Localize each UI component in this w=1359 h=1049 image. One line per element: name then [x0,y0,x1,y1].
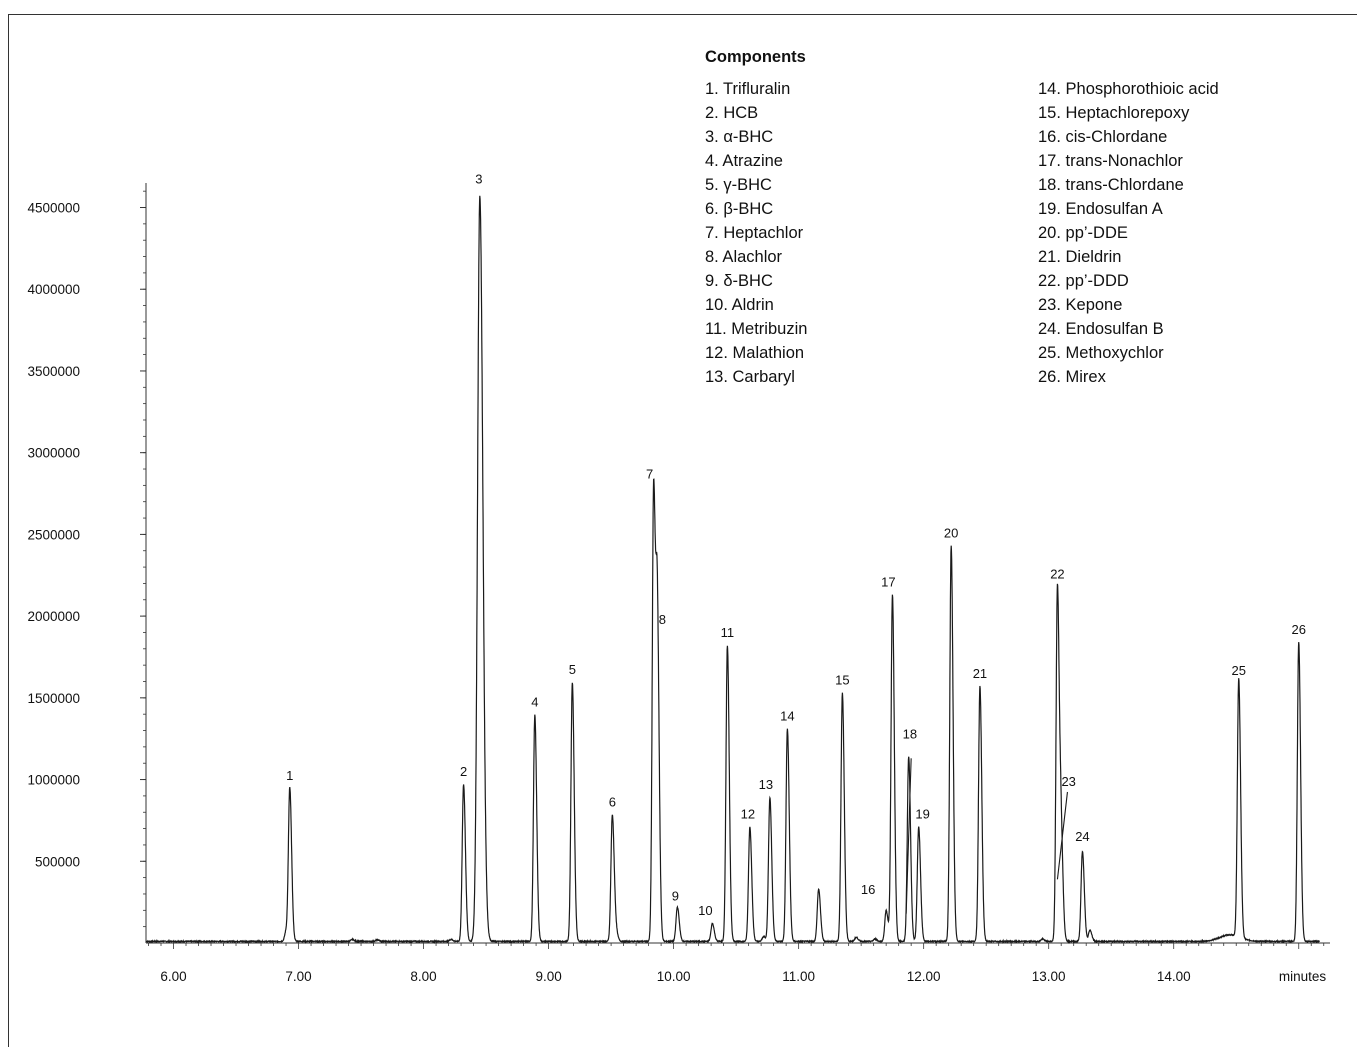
y-tick-label: 2500000 [27,527,80,542]
legend-item: 16. cis-Chlordane [1038,128,1168,146]
peak-label-23: 23 [1061,774,1075,789]
legend-item: 9. δ-BHC [705,272,773,290]
y-tick-label: 4500000 [27,201,80,216]
legend-item: 7. Heptachlor [705,224,804,242]
legend-item: 24. Endosulfan B [1038,320,1164,338]
peak-label-13: 13 [759,777,773,792]
x-axis-label: minutes [1279,969,1327,984]
peak-label-26: 26 [1292,622,1306,637]
x-tick-label: 8.00 [410,969,436,984]
peak-label-17: 17 [881,575,895,590]
x-tick-label: 14.00 [1157,969,1191,984]
legend-item: 22. pp’-DDD [1038,272,1129,290]
peak-label-3: 3 [475,172,482,187]
leader-line-23 [1056,791,1068,880]
x-tick-label: 6.00 [160,969,186,984]
peak-label-24: 24 [1075,829,1089,844]
legend-item: 5. γ-BHC [705,176,772,194]
legend-item: 20. pp’-DDE [1038,224,1128,242]
legend-item: 1. Trifluralin [705,80,791,98]
y-tick-label: 3000000 [27,446,80,461]
x-tick-label: 7.00 [285,969,311,984]
legend-item: 23. Kepone [1038,296,1123,314]
y-tick-label: 3500000 [27,364,80,379]
peak-label-6: 6 [609,794,616,809]
legend-item: 3. α-BHC [705,128,774,146]
peak-label-7: 7 [646,467,653,482]
chart-axes: 500000 1000000 1500000 2000000 2500000 300000… [27,183,1330,984]
legend-item: 10. Aldrin [705,296,774,314]
x-tick-label: 12.00 [907,969,941,984]
peak-labels: 1 234567891011121314151617181920212223242… [286,172,1306,918]
peak-label-5: 5 [569,662,576,677]
peak-leader-lines [905,758,1068,914]
peak-label-2: 2 [460,764,467,779]
peak-label-20: 20 [944,525,958,540]
peak-label-16: 16 [861,882,875,897]
y-tick-label: 500000 [35,854,80,869]
legend-item: 17. trans-Nonachlor [1038,152,1183,170]
peak-label-15: 15 [835,673,849,688]
leader-line-18 [905,758,912,914]
peak-label-10: 10 [698,903,712,918]
y-tick-label: 1000000 [27,773,80,788]
x-tick-label: 10.00 [657,969,691,984]
legend-item: 18. trans-Chlordane [1038,176,1184,194]
peak-label-12: 12 [741,807,755,822]
x-tick-label: 13.00 [1032,969,1066,984]
peak-label-25: 25 [1231,663,1245,678]
peak-label-1: 1 [286,768,293,783]
peak-label-4: 4 [531,695,538,710]
y-tick-label: 1500000 [27,691,80,706]
peak-label-18: 18 [903,727,917,742]
x-tick-label: 11.00 [782,969,815,984]
legend-item: 15. Heptachlorepoxy [1038,104,1190,122]
legend-column-right: 14. Phosphorothioic acid 15. Heptachlorep… [1038,77,1219,389]
y-tick-label: 2000000 [27,609,80,624]
legend-column-left: 1. Trifluralin 2. HCB 3. α-BHC 4. Atrazine 5… [705,77,807,389]
peak-label-11: 11 [721,625,735,640]
peak-label-9: 9 [672,889,679,904]
peak-label-19: 19 [915,807,929,822]
figure-frame [8,14,1357,1047]
chromatogram-trace [145,195,1320,945]
legend-item: 25. Methoxychlor [1038,344,1164,362]
legend-item: 8. Alachlor [705,248,783,266]
legend-item: 19. Endosulfan A [1038,200,1163,218]
legend-item: 11. Metribuzin [705,320,808,338]
legend-item: 21. Dieldrin [1038,248,1122,266]
legend-item: 26. Mirex [1038,368,1106,386]
legend-title: Components [705,48,806,66]
legend-item: 13. Carbaryl [705,368,795,386]
peak-label-14: 14 [780,709,794,724]
legend-item: 14. Phosphorothioic acid [1038,80,1219,98]
peak-label-21: 21 [973,666,987,681]
x-tick-label: 9.00 [535,969,561,984]
legend-item: 4. Atrazine [705,152,783,170]
legend-item: 12. Malathion [705,344,805,362]
legend-item: 2. HCB [705,104,759,122]
legend-item: 6. β-BHC [705,200,774,218]
y-tick-label: 4000000 [27,282,80,297]
peak-label-22: 22 [1050,566,1064,581]
peak-label-8: 8 [659,612,666,627]
